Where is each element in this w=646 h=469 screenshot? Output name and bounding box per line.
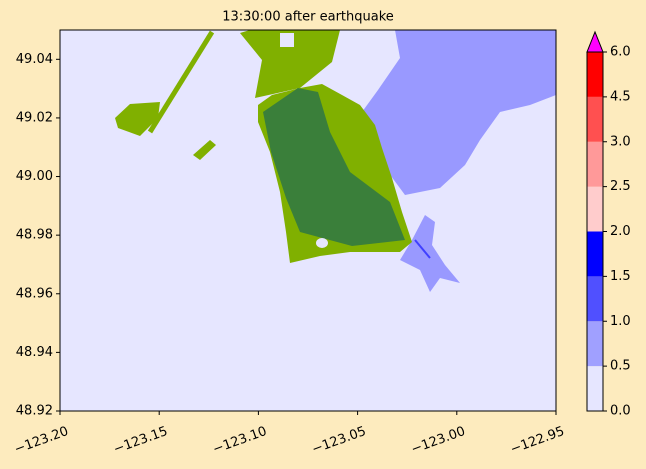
y-tick-label: 48.94 xyxy=(16,345,53,360)
flooded-area xyxy=(400,215,460,292)
colorbar-segment xyxy=(587,141,603,187)
colorbar-tick-label: 0.5 xyxy=(610,359,631,374)
y-tick-label: 49.00 xyxy=(16,169,53,184)
map xyxy=(60,30,556,411)
land xyxy=(147,30,215,134)
colorbar-segment xyxy=(587,321,603,367)
land xyxy=(115,102,160,136)
colorbar-tick-label: 2.0 xyxy=(610,224,631,239)
inundated-land xyxy=(263,88,405,246)
colorbar-tick-label: 3.0 xyxy=(610,134,631,149)
land xyxy=(240,30,340,98)
colorbar-segment xyxy=(587,276,603,322)
plot-frame xyxy=(59,29,557,412)
colorbar-segment xyxy=(587,96,603,142)
water xyxy=(280,33,294,47)
y-tick-label: 49.04 xyxy=(16,52,53,67)
water xyxy=(316,238,328,248)
colorbar-segment xyxy=(587,231,603,277)
deep-flood xyxy=(414,239,431,259)
colorbar-tick-label: 4.5 xyxy=(610,89,631,104)
colorbar-tick-label: 6.0 xyxy=(610,45,631,60)
colorbar-segment xyxy=(587,52,603,97)
y-tick-label: 48.96 xyxy=(16,286,53,301)
colorbar-tick-label: 1.5 xyxy=(610,269,631,284)
colorbar-segment xyxy=(587,186,603,232)
chart-title: 13:30:00 after earthquake xyxy=(222,10,394,25)
colorbar-segment xyxy=(587,366,603,411)
y-tick-label: 49.02 xyxy=(16,110,53,125)
colorbar-tick-label: 1.0 xyxy=(610,314,631,329)
colorbar-tick-label: 0.0 xyxy=(610,404,631,419)
y-tick-label: 48.92 xyxy=(16,404,53,419)
land xyxy=(193,140,216,160)
y-tick-label: 48.98 xyxy=(16,228,53,243)
colorbar-tick-label: 2.5 xyxy=(610,179,631,194)
flooded-area xyxy=(362,30,556,195)
